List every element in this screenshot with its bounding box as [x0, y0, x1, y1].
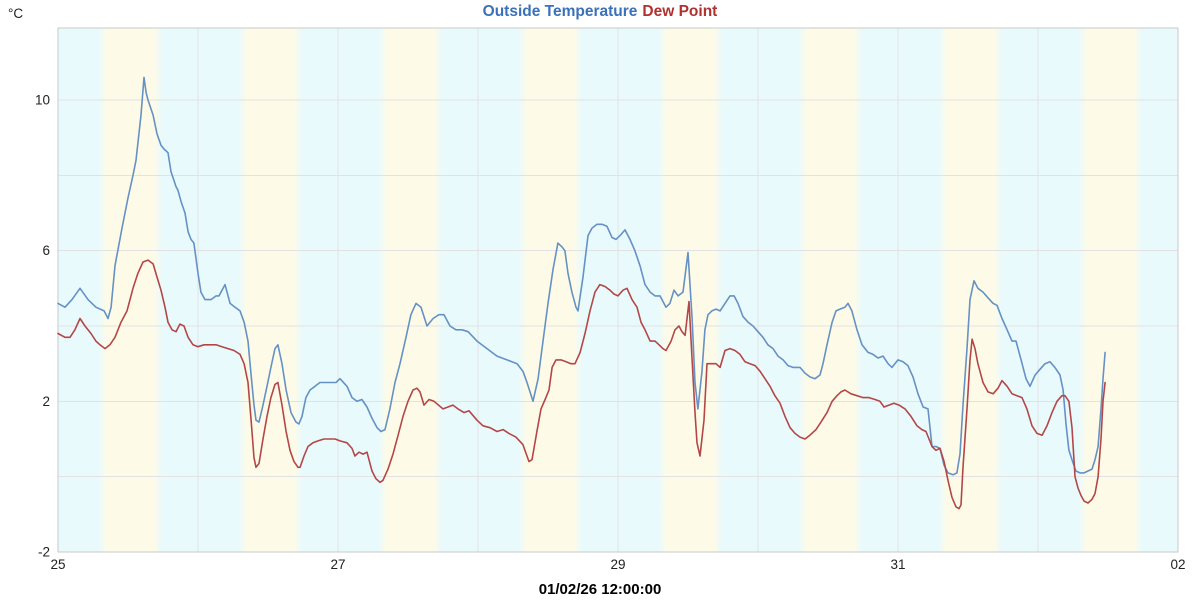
day-night-band: [198, 28, 338, 552]
day-night-band: [898, 28, 1038, 552]
y-tick-label: -2: [38, 545, 50, 560]
plot-frame: [57, 27, 1179, 553]
y-tick-label: 6: [42, 243, 50, 258]
x-axis-labels: 25 27 29 31 02: [50, 557, 1185, 572]
day-night-band: [758, 28, 898, 552]
day-night-band: [618, 28, 758, 552]
x-tick-label: 31: [890, 557, 905, 572]
day-night-band: [338, 28, 478, 552]
day-night-band: [478, 28, 618, 552]
x-tick-label: 02: [1170, 557, 1185, 572]
x-tick-label: 29: [610, 557, 625, 572]
day-night-band: [1038, 28, 1178, 552]
y-axis-unit-label: °C: [8, 6, 24, 21]
y-axis-labels: 10 6 2 -2: [35, 93, 50, 560]
current-datetime-label: 01/02/26 12:00:00: [538, 581, 662, 598]
y-tick-label: 10: [35, 93, 50, 108]
x-tick-label: 25: [50, 557, 65, 572]
day-night-bands: [58, 28, 1178, 552]
x-tick-label: 27: [330, 557, 345, 572]
dew-point-line: [57, 259, 1106, 510]
legend-outside-temperature: Outside Temperature: [482, 3, 638, 20]
legend-dew-point: Dew Point: [642, 3, 718, 20]
chart-title: Outside Temperature Dew Point: [0, 3, 1200, 21]
temperature-line: [57, 76, 1106, 476]
gridlines: [58, 28, 1178, 552]
y-tick-label: 2: [42, 394, 50, 409]
